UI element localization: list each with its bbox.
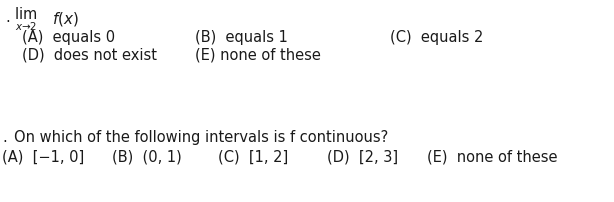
Text: (D)  [2, 3]: (D) [2, 3] [327,149,398,164]
Text: (E) none of these: (E) none of these [195,48,321,63]
Text: $\lim_{x \to 2}$: $\lim_{x \to 2}$ [14,6,37,33]
Text: On which of the following intervals is f continuous?: On which of the following intervals is f… [14,129,388,144]
Text: (C)  [1, 2]: (C) [1, 2] [218,149,288,164]
Text: (D)  does not exist: (D) does not exist [22,48,157,63]
Text: .: . [2,129,7,144]
Text: (E)  none of these: (E) none of these [427,149,558,164]
Text: (B)  equals 1: (B) equals 1 [195,30,288,45]
Text: .: . [5,10,10,25]
Text: (C)  equals 2: (C) equals 2 [390,30,483,45]
Text: (B)  (0, 1): (B) (0, 1) [112,149,182,164]
Text: $f(x)$: $f(x)$ [52,10,79,28]
Text: (A)  [−1, 0]: (A) [−1, 0] [2,149,84,164]
Text: (A)  equals 0: (A) equals 0 [22,30,115,45]
